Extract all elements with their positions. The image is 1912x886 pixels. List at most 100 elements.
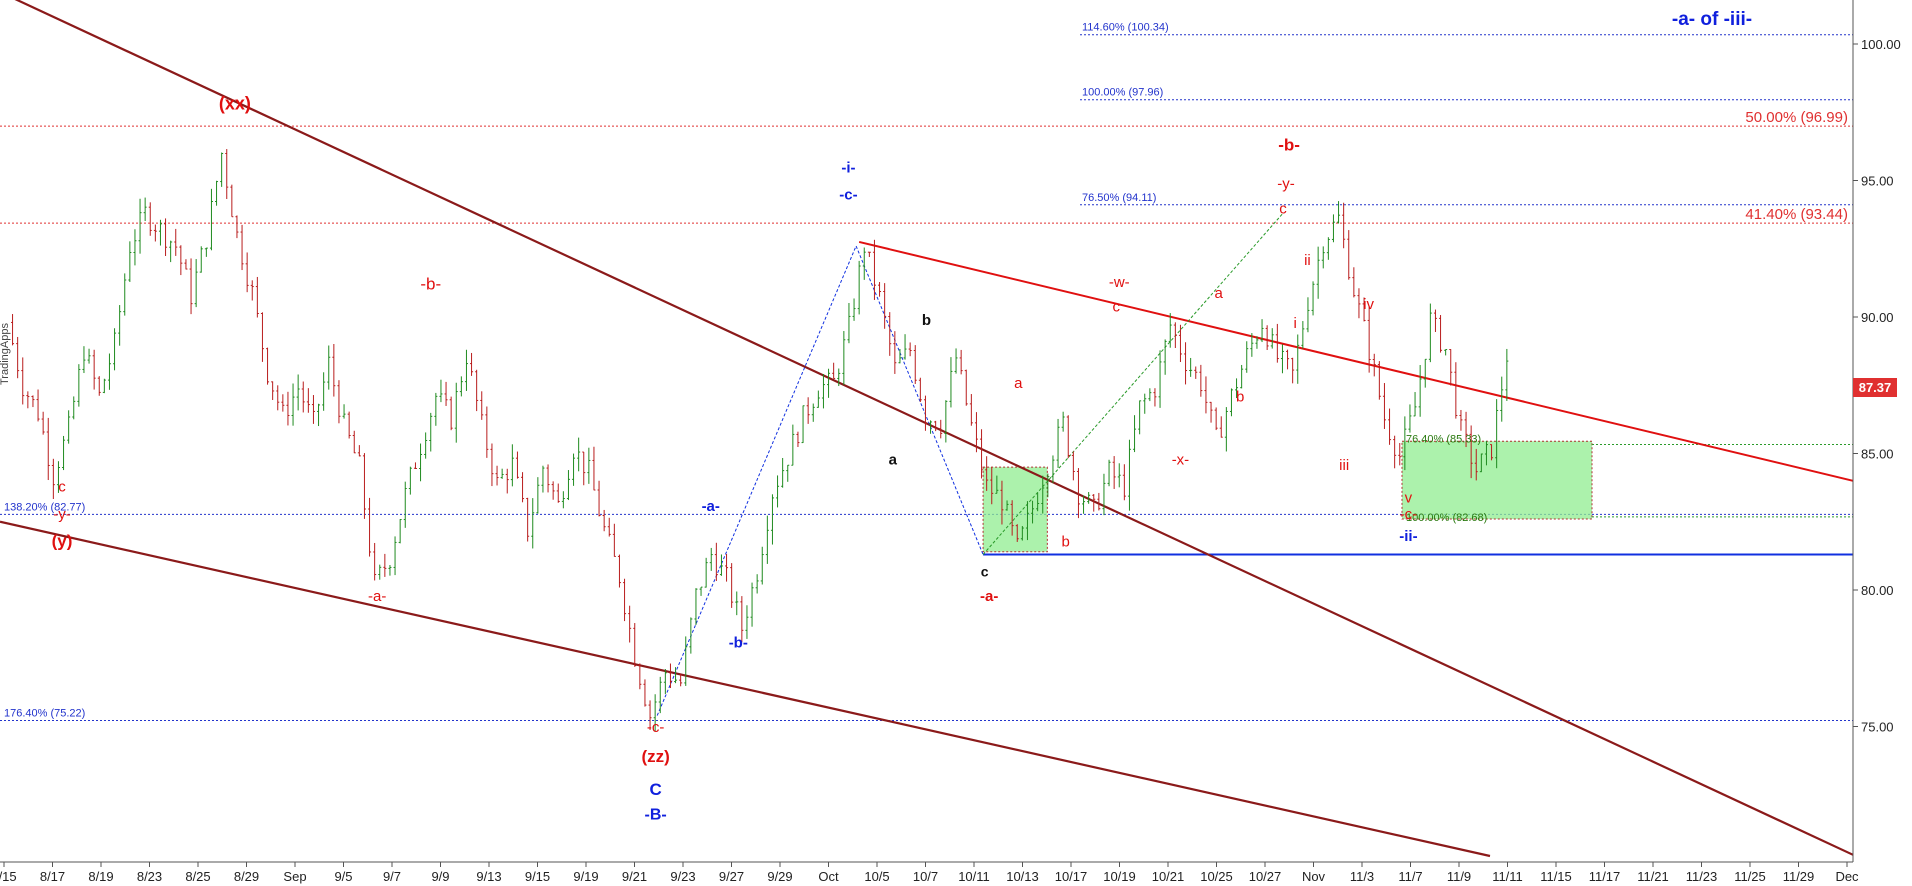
x-tick-label: 8/25	[185, 869, 210, 884]
x-tick-label: 11/7	[1398, 869, 1422, 884]
fib-level-label: 100.00% (97.96)	[1082, 87, 1163, 99]
wave-label: ii	[1304, 252, 1311, 269]
x-tick-label: 8/19	[88, 869, 113, 884]
wave-label: -a-	[368, 588, 386, 605]
x-tick-label: 11/11	[1492, 869, 1523, 884]
wave-labels-layer: 114.60% (100.34) 100.00% (97.96) 50.00% (9…	[4, 22, 1848, 824]
x-tick-label: 10/11	[958, 869, 990, 884]
wave-label: -B-	[645, 806, 667, 823]
wave-projection-green	[982, 212, 1284, 555]
wave-label: -x-	[1172, 451, 1190, 468]
wave-label: c	[1279, 200, 1287, 217]
wave-label: -a-	[980, 588, 998, 605]
x-tick-label: 9/19	[573, 869, 598, 884]
x-tick-label: 11/17	[1589, 869, 1621, 884]
wave-label: -c-	[839, 187, 857, 204]
x-tick-label: 10/5	[864, 869, 889, 884]
wave-label: -y-	[1277, 176, 1295, 193]
wave-label: c	[58, 479, 66, 496]
wave-label: i	[1294, 315, 1297, 332]
x-tick-label: 10/17	[1055, 869, 1088, 884]
fib-level-label: 138.20% (82.77)	[4, 501, 85, 513]
wave-label: -y-	[53, 506, 71, 523]
chart-title: -a- of -iii-	[1672, 9, 1752, 30]
wave-label: c	[981, 563, 989, 579]
wave-label: -i-	[841, 159, 855, 176]
x-tick-label: 9/13	[476, 869, 501, 884]
wave-label: v	[1405, 490, 1413, 507]
x-tick-label: 9/9	[431, 869, 449, 884]
x-tick-label: 11/25	[1734, 869, 1766, 884]
x-tick-label: 10/25	[1200, 869, 1233, 884]
wave-label: (y)	[52, 531, 73, 550]
y-tick-label: 75.00	[1861, 720, 1894, 735]
wave-label: -w-	[1109, 274, 1130, 291]
x-tick-label: 9/29	[767, 869, 792, 884]
wave-label: (zz)	[641, 747, 669, 766]
wave-label: -c-	[647, 719, 665, 736]
x-tick-label: 11/15	[1540, 869, 1572, 884]
x-tick-label: 9/21	[622, 869, 647, 884]
wave-label: iii	[1339, 457, 1349, 474]
last-price-box	[1853, 378, 1897, 397]
watermark: TradingApps	[0, 323, 11, 385]
y-tick-label: 95.00	[1861, 174, 1894, 189]
wave-label: a	[1014, 375, 1023, 392]
target-box-b	[1401, 440, 1593, 520]
x-tick-label: Sep	[283, 869, 306, 884]
x-tick-label: 10/7	[913, 869, 938, 884]
x-tick-label: 10/21	[1152, 869, 1185, 884]
price-bars-layer	[11, 149, 1509, 732]
wave-label: b	[922, 312, 931, 329]
y-tick-label: 80.00	[1861, 583, 1894, 598]
fib-level-label: 176.40% (75.22)	[4, 707, 85, 719]
x-tick-label: 8/15	[0, 869, 17, 884]
last-price-tag: 87.37	[1853, 378, 1897, 397]
wave-label: a	[889, 451, 898, 468]
x-tick-label: 10/27	[1249, 869, 1282, 884]
x-tick-label: 10/13	[1006, 869, 1039, 884]
trendline-red	[858, 240, 1854, 482]
wave-label: b	[1062, 533, 1070, 550]
x-tick-label: 9/5	[334, 869, 352, 884]
last-price-value: 87.37	[1859, 380, 1892, 395]
fib-level-label: 114.60% (100.34)	[1082, 22, 1169, 34]
y-tick-label: 100.00	[1861, 37, 1901, 52]
target-box-a	[982, 466, 1048, 553]
x-tick-label: 11/9	[1447, 869, 1471, 884]
axes-layer: 75.00 80.00 85.00 90.00 95.00 100.00 8/15 8/17 8…	[0, 37, 1901, 884]
y-tick-label: 85.00	[1861, 447, 1894, 462]
x-tick-label: 8/17	[40, 869, 65, 884]
y-tick-label: 90.00	[1861, 310, 1894, 325]
chart-lines-layer	[0, 0, 1854, 858]
wave-label: a	[1215, 285, 1224, 302]
box-level-label: 100.00% (82.68)	[1406, 512, 1487, 524]
wave-label: -b-	[420, 275, 441, 294]
x-tick-label: 9/15	[525, 869, 550, 884]
wave-label: b	[1236, 389, 1244, 406]
wave-label: -a-	[702, 498, 720, 515]
x-tick-label: 9/7	[383, 869, 401, 884]
wave-label: -c-	[1400, 506, 1418, 523]
wave-label: iv	[1363, 296, 1374, 313]
x-tick-label: 9/23	[670, 869, 695, 884]
fib-level-label: 50.00% (96.99)	[1745, 109, 1848, 126]
wave-projection-blue	[656, 244, 984, 716]
wave-label: -ii-	[1399, 528, 1417, 545]
wave-label: -b-	[729, 634, 748, 651]
x-tick-label: 10/19	[1103, 869, 1136, 884]
x-tick-label: 8/23	[137, 869, 162, 884]
wave-label: (xx)	[219, 94, 251, 114]
x-tick-label: 11/21	[1637, 869, 1669, 884]
x-tick-label: Oct	[818, 869, 839, 884]
x-tick-label: 9/27	[719, 869, 744, 884]
x-tick-label: 11/3	[1350, 869, 1374, 884]
wave-label: C	[650, 780, 662, 799]
trendline-lower	[0, 520, 1491, 858]
fib-level-label: 41.40% (93.44)	[1745, 206, 1848, 223]
box-level-label: 76.40% (85.33)	[1406, 433, 1481, 445]
x-tick-label: 11/23	[1686, 869, 1718, 884]
x-tick-label: 11/29	[1783, 869, 1815, 884]
